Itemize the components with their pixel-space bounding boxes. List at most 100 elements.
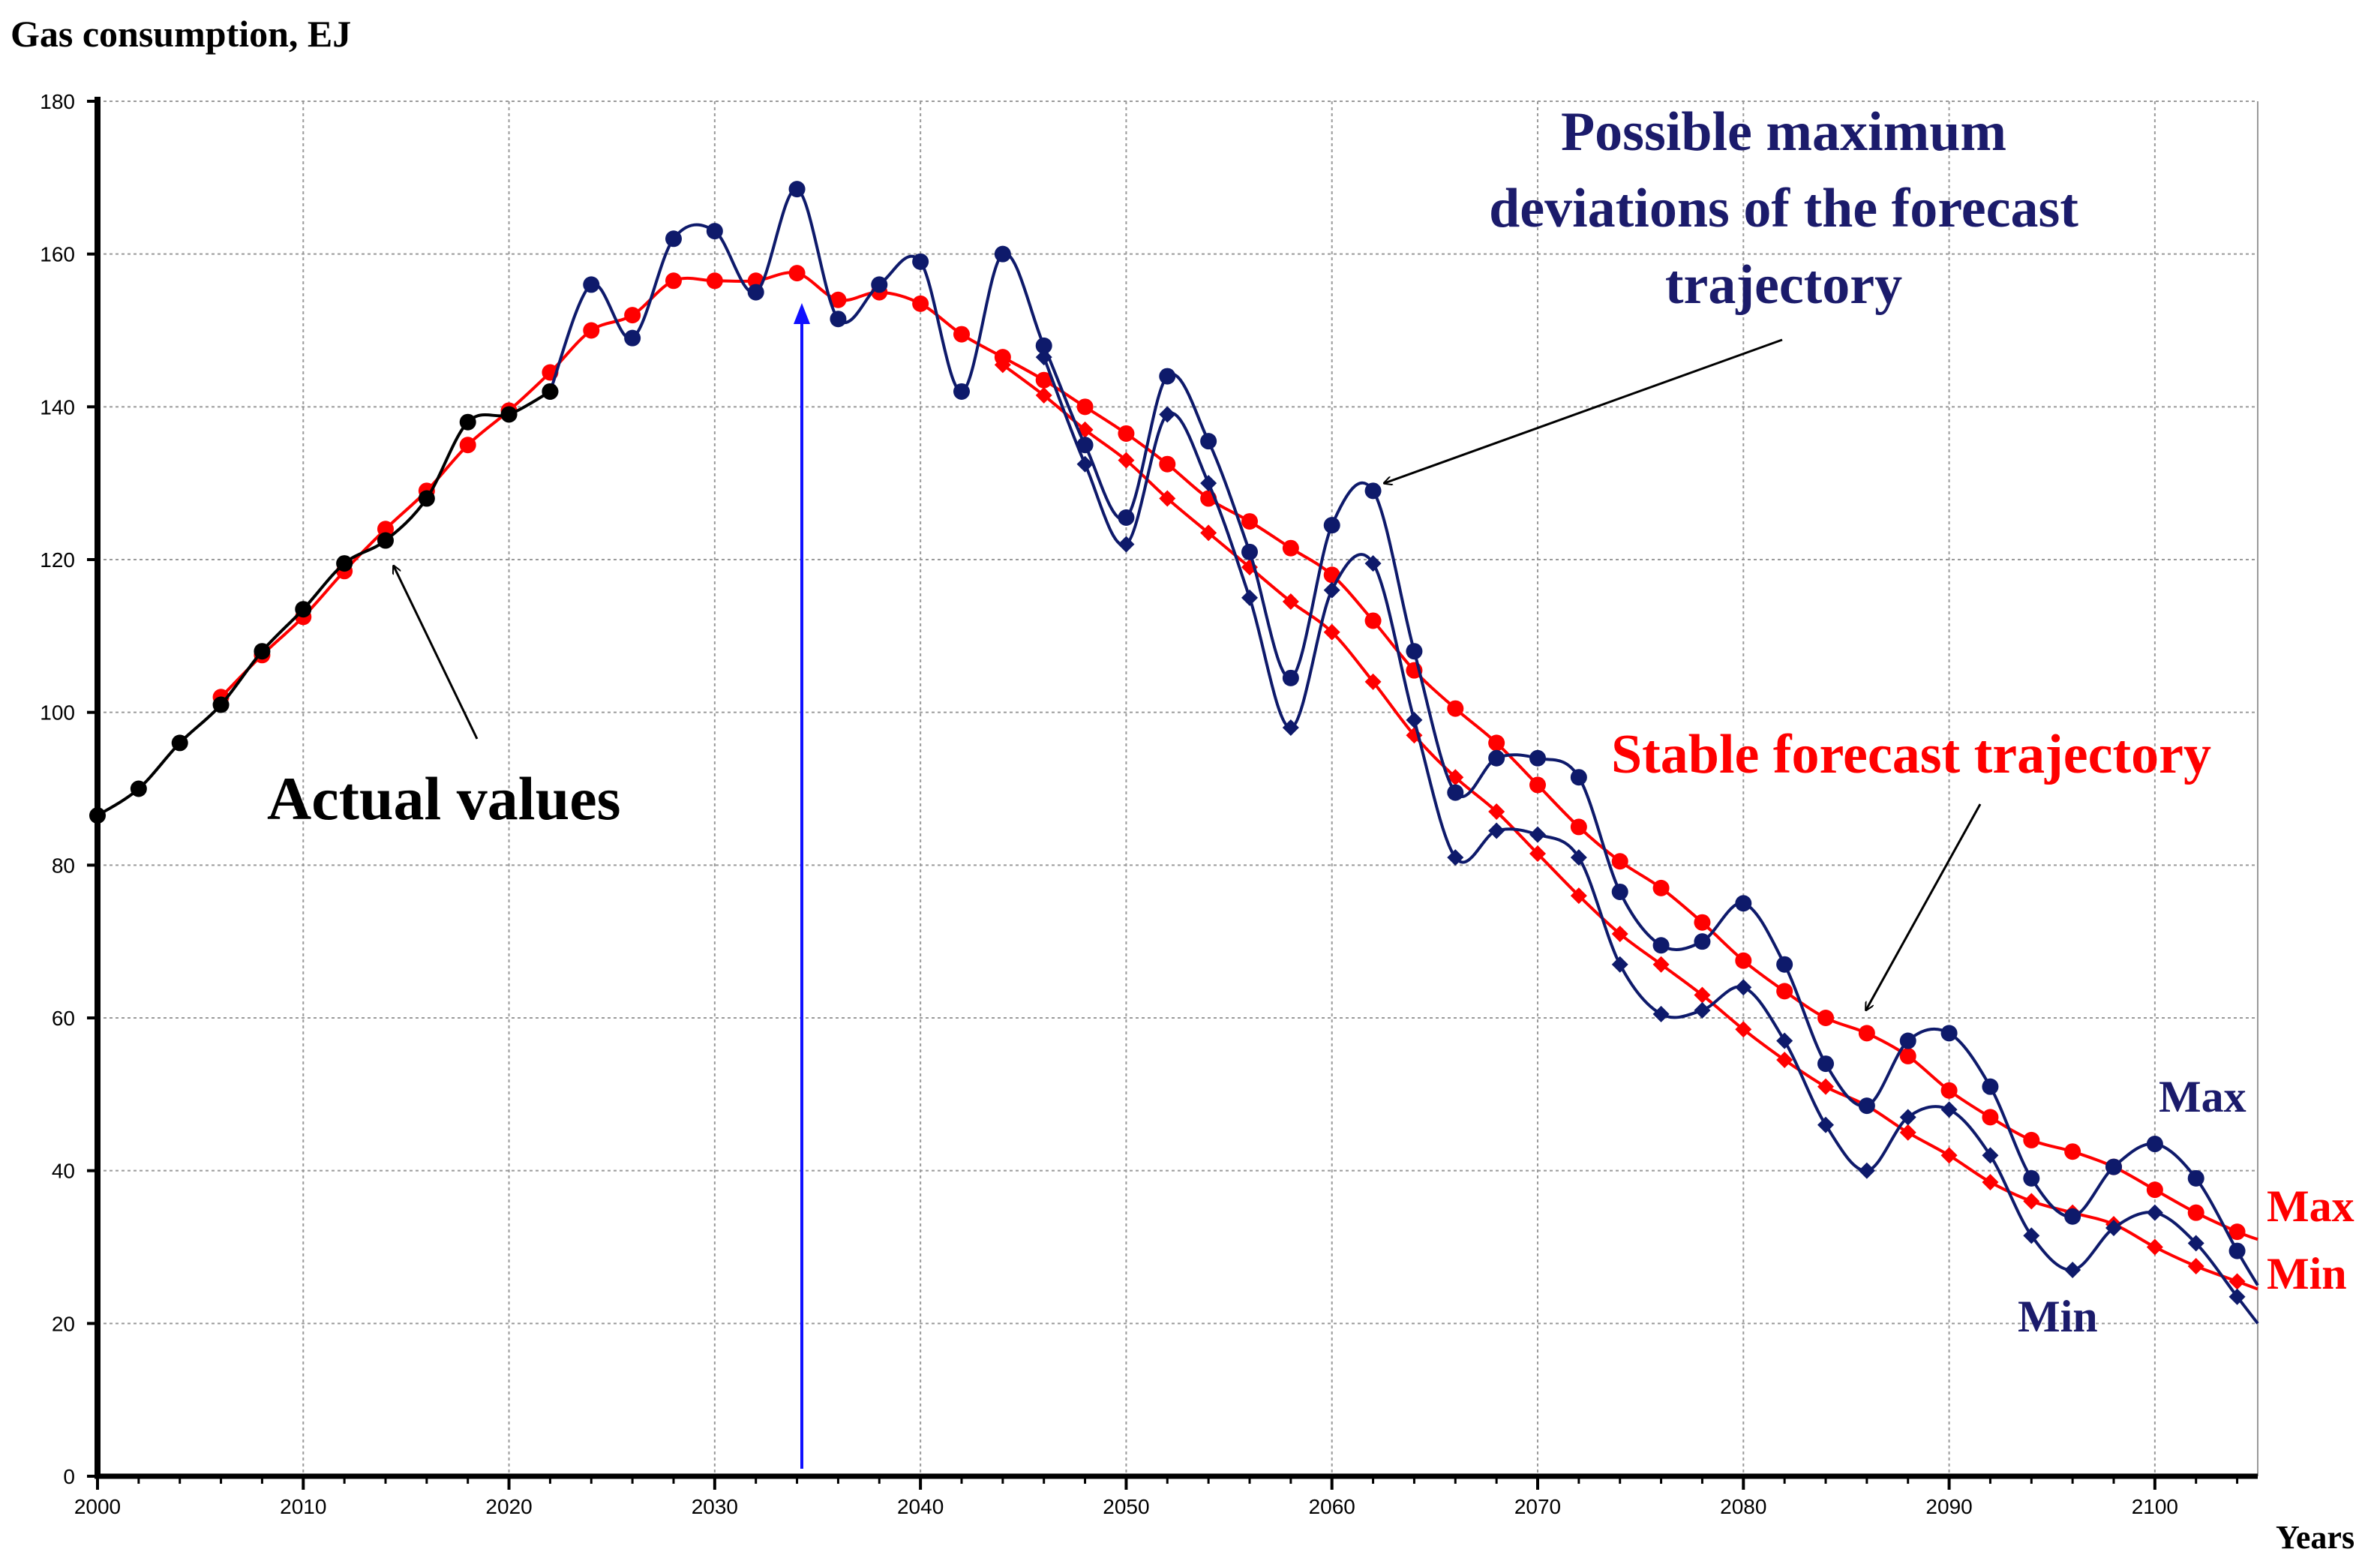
- point-stable-forecast-max-2060: [1323, 566, 1340, 584]
- series-layer: [89, 181, 2259, 1325]
- point-possible-deviations-min-2052: [1159, 406, 1176, 423]
- point-possible-deviations-min-2094: [2023, 1227, 2040, 1244]
- point-possible-deviations-min-2058: [1282, 719, 1299, 737]
- point-stable-forecast-max-2104: [2228, 1223, 2246, 1241]
- point-stable-forecast-max-2014: [377, 521, 394, 538]
- x-tick-label-2100: 2100: [2132, 1495, 2178, 1518]
- point-possible-deviations-max-2030: [706, 223, 723, 240]
- point-actual-values-2004: [171, 734, 188, 752]
- point-possible-deviations-max-2102: [2187, 1169, 2204, 1187]
- point-possible-deviations-min-2060: [1323, 581, 1340, 599]
- point-stable-forecast-max-2062: [1364, 612, 1382, 629]
- point-actual-values-2018: [459, 413, 476, 431]
- point-possible-deviations-min-2066: [1447, 849, 1464, 866]
- point-actual-values-2000: [89, 807, 106, 824]
- point-possible-deviations-min-2056: [1241, 589, 1258, 606]
- point-stable-forecast-max-2058: [1282, 539, 1299, 557]
- y-tick-label-160: 160: [40, 243, 75, 266]
- point-stable-forecast-max-2052: [1159, 455, 1176, 473]
- point-possible-deviations-max-2052: [1159, 368, 1176, 385]
- annotation-stable-arrow: [1866, 803, 1982, 1010]
- y-tick-label-60: 60: [52, 1007, 75, 1030]
- series-actual-values: [89, 383, 559, 824]
- point-actual-values-2022: [542, 383, 559, 400]
- point-possible-deviations-min-2074: [1611, 956, 1628, 973]
- y-tick-label-80: 80: [52, 854, 75, 877]
- point-actual-values-2020: [500, 406, 518, 423]
- point-possible-deviations-max-2048: [1076, 437, 1094, 454]
- point-possible-deviations-min-2068: [1488, 822, 1505, 839]
- point-possible-deviations-max-2042: [953, 383, 970, 400]
- y-tick-label-120: 120: [40, 548, 75, 572]
- forecast-start-arrow: [794, 303, 810, 1469]
- point-actual-values-2008: [254, 643, 271, 660]
- point-possible-deviations-min-2096: [2064, 1262, 2081, 1279]
- point-stable-forecast-max-2030: [706, 272, 723, 290]
- point-possible-deviations-min-2082: [1776, 1032, 1793, 1049]
- point-stable-forecast-min-2084: [1817, 1078, 1834, 1095]
- point-possible-deviations-min-2080: [1735, 979, 1752, 996]
- point-possible-deviations-min-2076: [1652, 1005, 1670, 1022]
- point-stable-forecast-max-2092: [1982, 1109, 1999, 1126]
- point-possible-deviations-max-2084: [1817, 1055, 1834, 1073]
- point-stable-forecast-max-2042: [953, 326, 970, 343]
- point-possible-deviations-max-2040: [912, 253, 929, 270]
- point-stable-forecast-min-2088: [1899, 1124, 1916, 1141]
- point-actual-values-2006: [212, 696, 230, 713]
- point-possible-deviations-min-2084: [1817, 1116, 1834, 1133]
- point-stable-forecast-min-2104: [2228, 1273, 2246, 1290]
- point-possible-deviations-max-2056: [1241, 543, 1258, 560]
- point-possible-deviations-min-2102: [2187, 1235, 2204, 1252]
- point-possible-deviations-min-2046: [1035, 349, 1052, 366]
- point-stable-forecast-max-2102: [2187, 1204, 2204, 1221]
- x-tick-label-2050: 2050: [1103, 1495, 1149, 1518]
- point-stable-forecast-min-2072: [1570, 887, 1587, 905]
- point-stable-forecast-max-2096: [2064, 1143, 2081, 1160]
- point-stable-forecast-max-2034: [788, 265, 806, 282]
- point-possible-deviations-min-2072: [1570, 849, 1587, 866]
- point-possible-deviations-max-2082: [1776, 956, 1793, 973]
- point-possible-deviations-max-2062: [1364, 482, 1382, 500]
- y-tick-label-40: 40: [52, 1160, 75, 1183]
- point-stable-forecast-min-2068: [1488, 803, 1505, 821]
- point-actual-values-2016: [418, 490, 435, 507]
- point-stable-forecast-max-2076: [1652, 879, 1670, 896]
- point-stable-forecast-max-2018: [459, 437, 476, 454]
- x-tick-label-2000: 2000: [74, 1495, 121, 1518]
- point-possible-deviations-max-2096: [2064, 1208, 2081, 1225]
- x-tick-label-2080: 2080: [1720, 1495, 1766, 1518]
- point-possible-deviations-max-2066: [1447, 784, 1464, 801]
- point-stable-forecast-min-2092: [1982, 1173, 1999, 1190]
- point-possible-deviations-min-2064: [1406, 711, 1423, 728]
- point-stable-forecast-max-2084: [1817, 1010, 1834, 1026]
- point-possible-deviations-max-2080: [1735, 895, 1752, 912]
- point-stable-forecast-max-2074: [1611, 853, 1628, 870]
- label-navy-max: Max: [2159, 1072, 2246, 1121]
- y-tick-label-20: 20: [52, 1312, 75, 1335]
- point-possible-deviations-min-2078: [1694, 1001, 1711, 1019]
- grid: [98, 101, 2258, 1476]
- point-possible-deviations-max-2088: [1899, 1032, 1916, 1049]
- point-possible-deviations-min-2062: [1364, 555, 1382, 572]
- point-possible-deviations-max-2104: [2228, 1242, 2246, 1259]
- point-possible-deviations-min-2092: [1982, 1147, 1999, 1164]
- point-possible-deviations-max-2092: [1982, 1078, 1999, 1095]
- series-possible-deviations-min: [1035, 349, 2259, 1325]
- point-possible-deviations-min-2090: [1940, 1101, 1958, 1118]
- point-stable-forecast-max-2068: [1488, 734, 1505, 752]
- point-stable-forecast-min-2070: [1529, 845, 1546, 863]
- series-stable-forecast-min: [994, 356, 2258, 1291]
- point-possible-deviations-max-2046: [1035, 337, 1052, 354]
- point-stable-forecast-min-2050: [1118, 452, 1135, 469]
- point-stable-forecast-min-2044: [994, 356, 1011, 374]
- point-stable-forecast-max-2026: [624, 307, 641, 324]
- point-possible-deviations-max-2068: [1488, 749, 1505, 767]
- point-possible-deviations-min-2054: [1200, 475, 1217, 492]
- point-possible-deviations-max-2098: [2105, 1158, 2122, 1175]
- point-stable-forecast-max-2040: [912, 295, 929, 312]
- point-stable-forecast-max-2036: [830, 291, 847, 308]
- point-stable-forecast-max-2094: [2023, 1131, 2040, 1148]
- point-stable-forecast-max-2046: [1035, 371, 1052, 389]
- point-possible-deviations-max-2038: [871, 276, 888, 293]
- point-stable-forecast-max-2080: [1735, 952, 1752, 969]
